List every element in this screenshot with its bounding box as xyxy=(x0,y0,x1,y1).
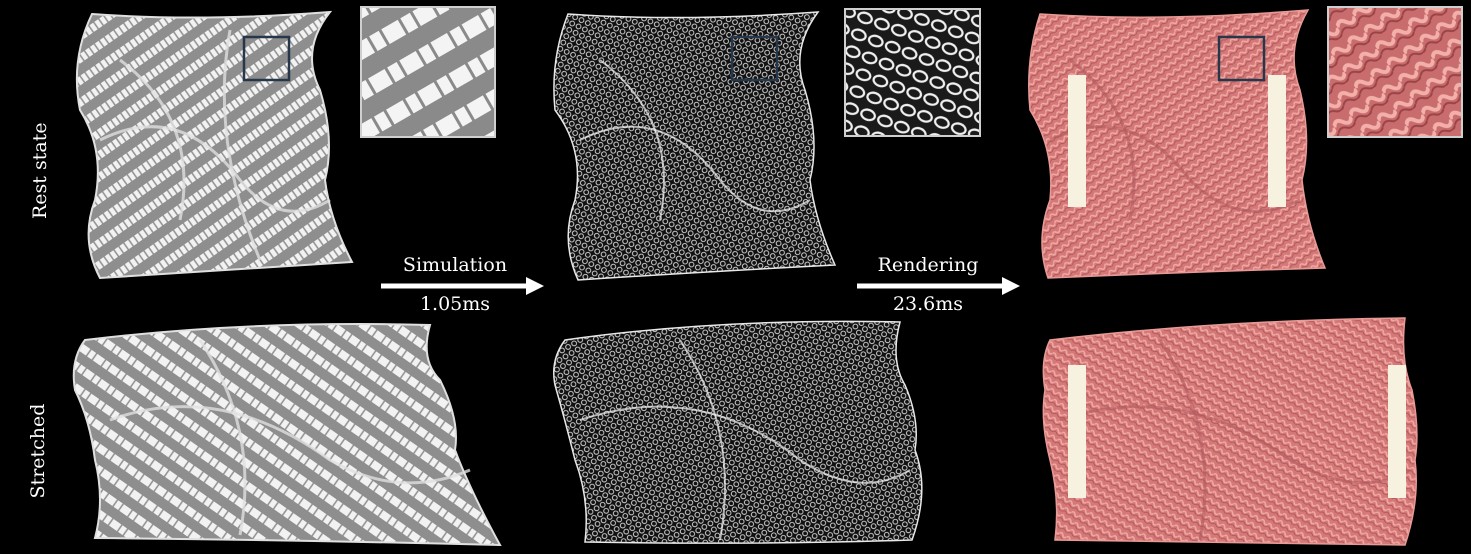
zoom-box-pattern xyxy=(242,35,291,82)
zoom-box-rendered xyxy=(1217,35,1266,82)
rendered-zoom-inset xyxy=(1327,6,1463,138)
pattern-rest-panel xyxy=(75,10,354,280)
clamp-bar-right-stretched xyxy=(1388,365,1406,498)
clamp-bar-left-stretched xyxy=(1068,365,1086,498)
pattern-zoom-inset xyxy=(360,6,496,138)
clamp-bar-right xyxy=(1268,75,1286,207)
rendered-stretched-panel xyxy=(1042,317,1418,546)
simulation-time: 1.05ms xyxy=(419,293,491,315)
row-label-rest-state: Rest state xyxy=(29,122,51,219)
mesh-stretched-panel xyxy=(553,320,923,544)
rendering-arrow xyxy=(857,277,1020,295)
mesh-rest-panel xyxy=(553,11,837,281)
rendered-rest-panel xyxy=(1028,9,1327,279)
simulation-arrow xyxy=(381,277,544,295)
rendering-label: Rendering xyxy=(877,254,979,276)
mesh-zoom-inset xyxy=(844,8,981,137)
zoom-box-mesh xyxy=(730,35,779,82)
clamp-bar-left xyxy=(1068,75,1086,207)
row-label-stretched: Stretched xyxy=(27,403,49,499)
pattern-stretched-panel xyxy=(72,323,502,547)
rendering-time: 23.6ms xyxy=(892,293,964,315)
simulation-label: Simulation xyxy=(402,254,508,276)
